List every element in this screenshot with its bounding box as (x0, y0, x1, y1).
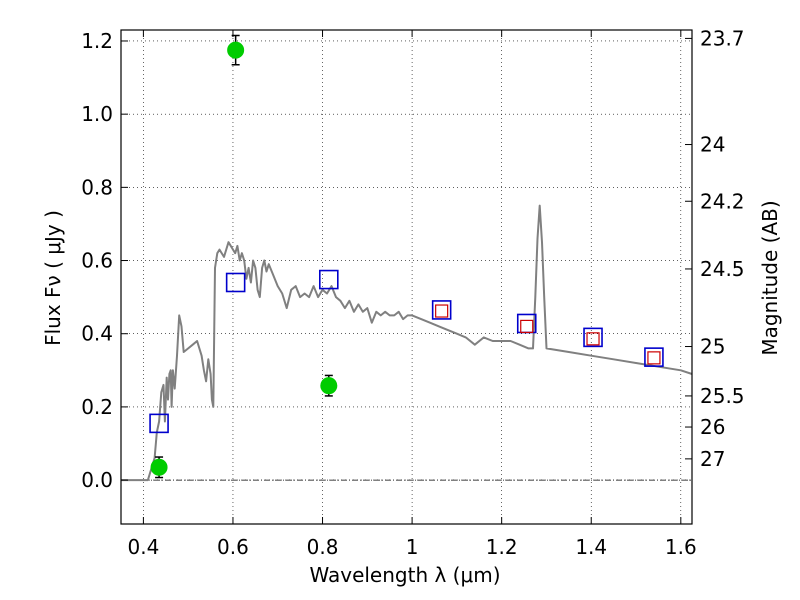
magnitude-axis-ticks: 23.7 24 24.2 24.5 25 25.5 26 27 (685, 26, 745, 471)
x-tick-label-2: 0.8 (307, 535, 339, 559)
magnitude-tick-label-7: 27 (700, 447, 725, 471)
y-tick-label-4: 0.8 (81, 175, 113, 199)
magnitude-tick-label-6: 26 (700, 415, 725, 439)
x-tick-label-5: 1.4 (575, 535, 607, 559)
secondary-band-marker-2 (586, 332, 600, 346)
magnitude-tick-label-3: 24.5 (700, 257, 745, 281)
x-axis-title: Wavelength λ (μm) (309, 563, 500, 587)
y-tick-label-3: 0.6 (81, 249, 113, 273)
y-tick-label-2: 0.4 (81, 322, 113, 346)
spectrum-line-0 (121, 204, 693, 482)
band-marker-0 (149, 413, 169, 434)
x-tick-label-3: 1 (406, 535, 419, 559)
y-tick-label-6: 1.2 (81, 29, 113, 53)
y-axis-title: Flux Fν ( μJy ) (41, 210, 65, 346)
band-marker-1 (225, 272, 246, 293)
secondary-band-marker-0 (435, 304, 449, 318)
magnitude-tick-label-5: 25.5 (700, 384, 745, 408)
magnitude-tick-label-2: 24.2 (700, 189, 745, 213)
y-tick-label-1: 0.2 (81, 395, 113, 419)
band-marker-5 (583, 327, 603, 348)
secondary-band-marker-3 (647, 351, 661, 365)
x-tick-label-6: 1.6 (665, 535, 697, 559)
magnitude-tick-label-1: 24 (700, 133, 725, 157)
magnitude-tick-label-4: 25 (700, 335, 725, 359)
band-marker-6 (644, 347, 664, 367)
grid (121, 30, 692, 524)
plot-frame (120, 29, 693, 525)
y-tick-label-5: 1.0 (81, 102, 113, 126)
magnitude-tick-label-0: 23.7 (700, 26, 745, 50)
x-tick-label-4: 1.2 (486, 535, 518, 559)
x-tick-label-0: 0.4 (127, 535, 159, 559)
x-axis-ticks: 0.4 0.6 0.8 1 1.2 1.4 1.6 (127, 30, 697, 559)
band-marker-2 (318, 269, 339, 290)
secondary-band-marker-1 (520, 319, 534, 333)
x-tick-label-1: 0.6 (217, 535, 249, 559)
data-points (149, 41, 664, 476)
band-marker-3 (431, 300, 452, 320)
photometry-point-1 (227, 41, 245, 59)
photometry-point-2 (320, 377, 338, 395)
photometry-point-0 (150, 458, 168, 476)
magnitude-axis-title: Magnitude (AB) (758, 200, 782, 355)
y-tick-label-0: 0.0 (81, 468, 113, 492)
model-spectrum (121, 204, 693, 482)
y-axis-ticks: 0.0 0.2 0.4 0.6 0.8 1.0 1.2 (81, 29, 128, 492)
